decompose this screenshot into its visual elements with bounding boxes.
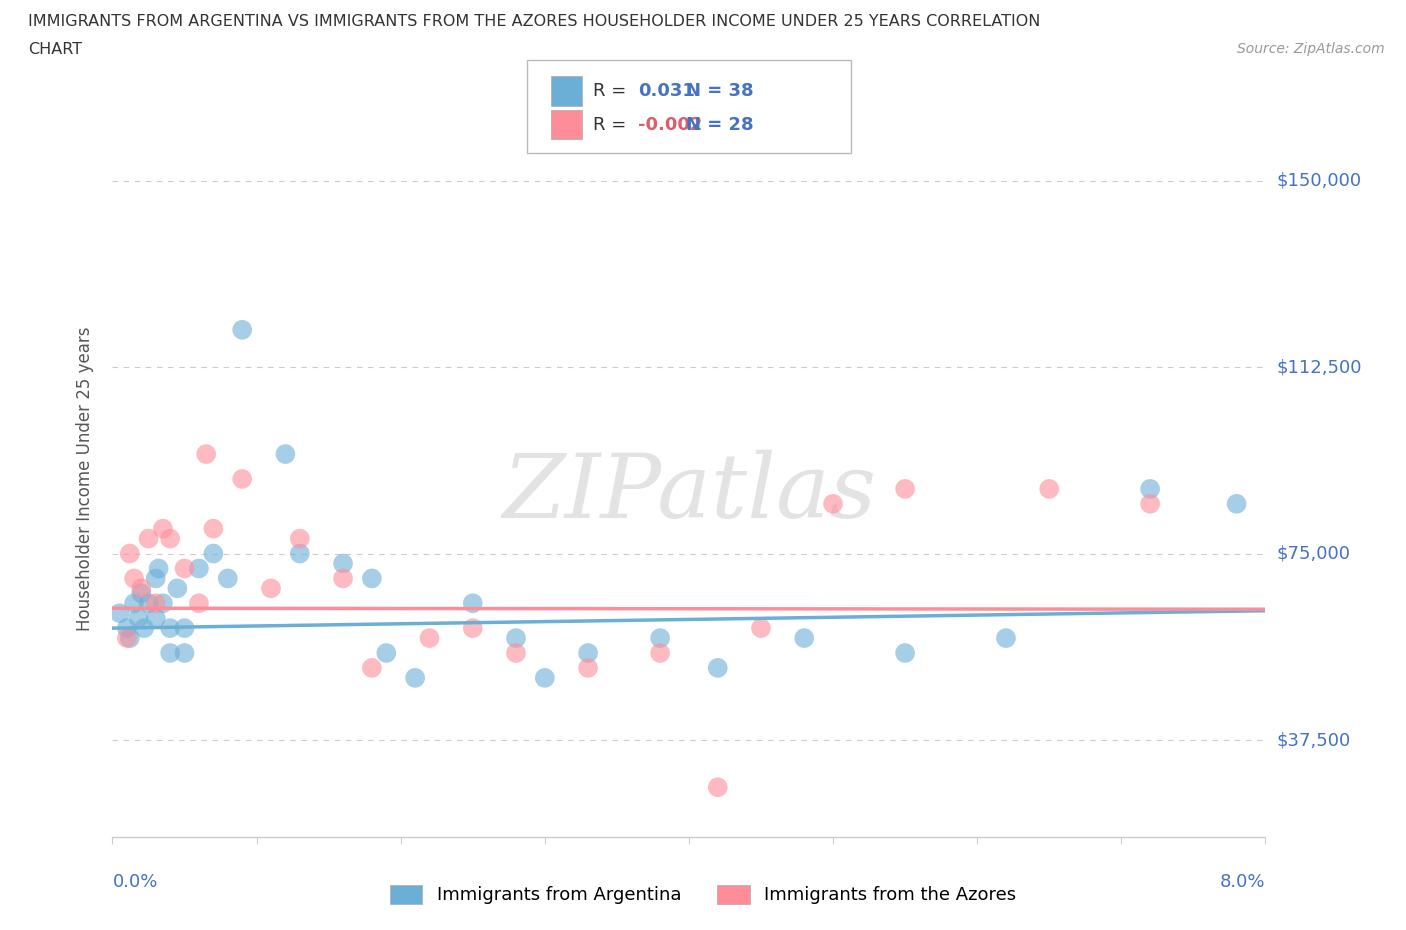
Text: Source: ZipAtlas.com: Source: ZipAtlas.com	[1237, 42, 1385, 56]
Point	[138, 531, 160, 546]
Point	[648, 631, 672, 645]
Point	[152, 521, 174, 536]
Point	[995, 631, 1018, 645]
Point	[108, 605, 131, 620]
Text: IMMIGRANTS FROM ARGENTINA VS IMMIGRANTS FROM THE AZORES HOUSEHOLDER INCOME UNDER: IMMIGRANTS FROM ARGENTINA VS IMMIGRANTS …	[28, 14, 1040, 29]
Point	[360, 660, 382, 675]
Text: R =: R =	[593, 115, 633, 134]
Point	[260, 581, 283, 596]
Point	[166, 581, 188, 596]
Point	[576, 660, 599, 675]
Point	[793, 631, 815, 645]
Point	[1139, 482, 1161, 497]
Point	[202, 521, 225, 536]
Point	[122, 571, 145, 586]
Point	[1139, 497, 1161, 512]
Point	[821, 497, 844, 512]
Point	[894, 482, 917, 497]
Point	[576, 645, 599, 660]
Text: $75,000: $75,000	[1277, 545, 1351, 563]
Point	[217, 571, 239, 586]
Point	[419, 631, 441, 645]
Point	[505, 631, 527, 645]
Point	[707, 660, 730, 675]
Point	[288, 546, 311, 561]
Point	[115, 631, 138, 645]
Point	[1038, 482, 1060, 497]
Point	[288, 531, 311, 546]
Point	[129, 586, 153, 601]
Text: 0.0%: 0.0%	[112, 872, 157, 891]
Point	[138, 596, 160, 611]
Point	[461, 620, 484, 635]
Point	[195, 446, 218, 461]
Point	[145, 611, 167, 626]
Point	[894, 645, 917, 660]
Text: CHART: CHART	[28, 42, 82, 57]
Text: N = 38: N = 38	[686, 82, 754, 100]
Point	[145, 596, 167, 611]
Point	[118, 631, 141, 645]
Point	[202, 546, 225, 561]
Point	[332, 556, 354, 571]
Text: $112,500: $112,500	[1277, 358, 1362, 376]
Point	[231, 323, 253, 338]
Point	[274, 446, 297, 461]
Point	[122, 596, 145, 611]
Text: $150,000: $150,000	[1277, 171, 1362, 190]
Point	[159, 645, 181, 660]
Point	[188, 596, 211, 611]
Point	[404, 671, 426, 685]
Point	[231, 472, 253, 486]
Point	[115, 620, 138, 635]
Point	[134, 620, 156, 635]
Point	[461, 596, 484, 611]
Point	[129, 581, 153, 596]
Legend: Immigrants from Argentina, Immigrants from the Azores: Immigrants from Argentina, Immigrants fr…	[382, 878, 1024, 911]
Point	[173, 561, 195, 576]
Text: N = 28: N = 28	[686, 115, 754, 134]
Point	[159, 620, 181, 635]
Point	[749, 620, 772, 635]
Point	[173, 620, 195, 635]
Point	[375, 645, 398, 660]
Text: $37,500: $37,500	[1277, 731, 1351, 749]
Point	[533, 671, 555, 685]
Point	[360, 571, 382, 586]
Point	[127, 611, 149, 626]
Point	[1226, 497, 1249, 512]
Text: 0.031: 0.031	[638, 82, 695, 100]
Text: -0.002: -0.002	[638, 115, 703, 134]
Point	[159, 531, 181, 546]
Y-axis label: Householder Income Under 25 years: Householder Income Under 25 years	[76, 326, 94, 631]
Text: ZIPatlas: ZIPatlas	[502, 450, 876, 537]
Point	[707, 780, 730, 795]
Point	[118, 546, 141, 561]
Point	[188, 561, 211, 576]
Text: R =: R =	[593, 82, 633, 100]
Point	[148, 561, 170, 576]
Point	[505, 645, 527, 660]
Point	[173, 645, 195, 660]
Point	[152, 596, 174, 611]
Point	[648, 645, 672, 660]
Text: 8.0%: 8.0%	[1220, 872, 1265, 891]
Point	[145, 571, 167, 586]
Point	[332, 571, 354, 586]
